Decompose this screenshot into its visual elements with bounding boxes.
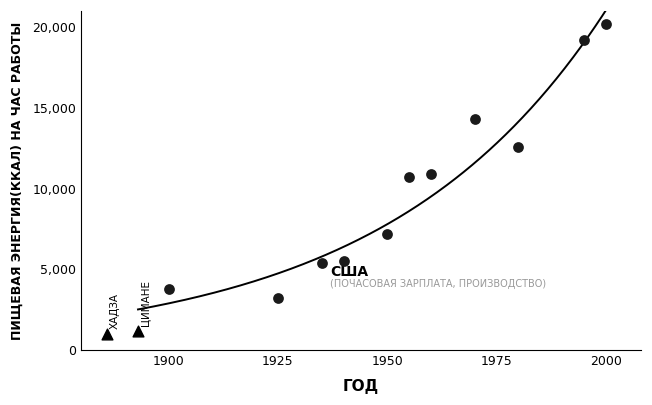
Point xyxy=(404,174,415,181)
Point xyxy=(164,286,174,292)
Point xyxy=(513,143,524,150)
Text: США: США xyxy=(331,265,368,279)
Text: (ПОЧАСОВАЯ ЗАРПЛАТА, ПРОИЗВОДСТВО): (ПОЧАСОВАЯ ЗАРПЛАТА, ПРОИЗВОДСТВО) xyxy=(331,279,546,289)
Point xyxy=(382,230,393,237)
Point xyxy=(102,330,113,337)
Point xyxy=(469,116,480,122)
Point xyxy=(133,327,143,334)
Point xyxy=(426,171,436,177)
Text: ЦИМАНЕ: ЦИМАНЕ xyxy=(140,280,150,326)
Y-axis label: ПИЩЕВАЯ ЭНЕРГИЯ(ККАЛ) НА ЧАС РАБОТЫ: ПИЩЕВАЯ ЭНЕРГИЯ(ККАЛ) НА ЧАС РАБОТЫ xyxy=(11,21,24,340)
Point xyxy=(316,260,327,266)
Point xyxy=(273,295,283,302)
Point xyxy=(579,37,589,43)
Text: ХАДЗА: ХАДЗА xyxy=(110,293,119,329)
X-axis label: ГОД: ГОД xyxy=(343,379,379,394)
Point xyxy=(338,258,349,264)
Point xyxy=(600,21,611,27)
